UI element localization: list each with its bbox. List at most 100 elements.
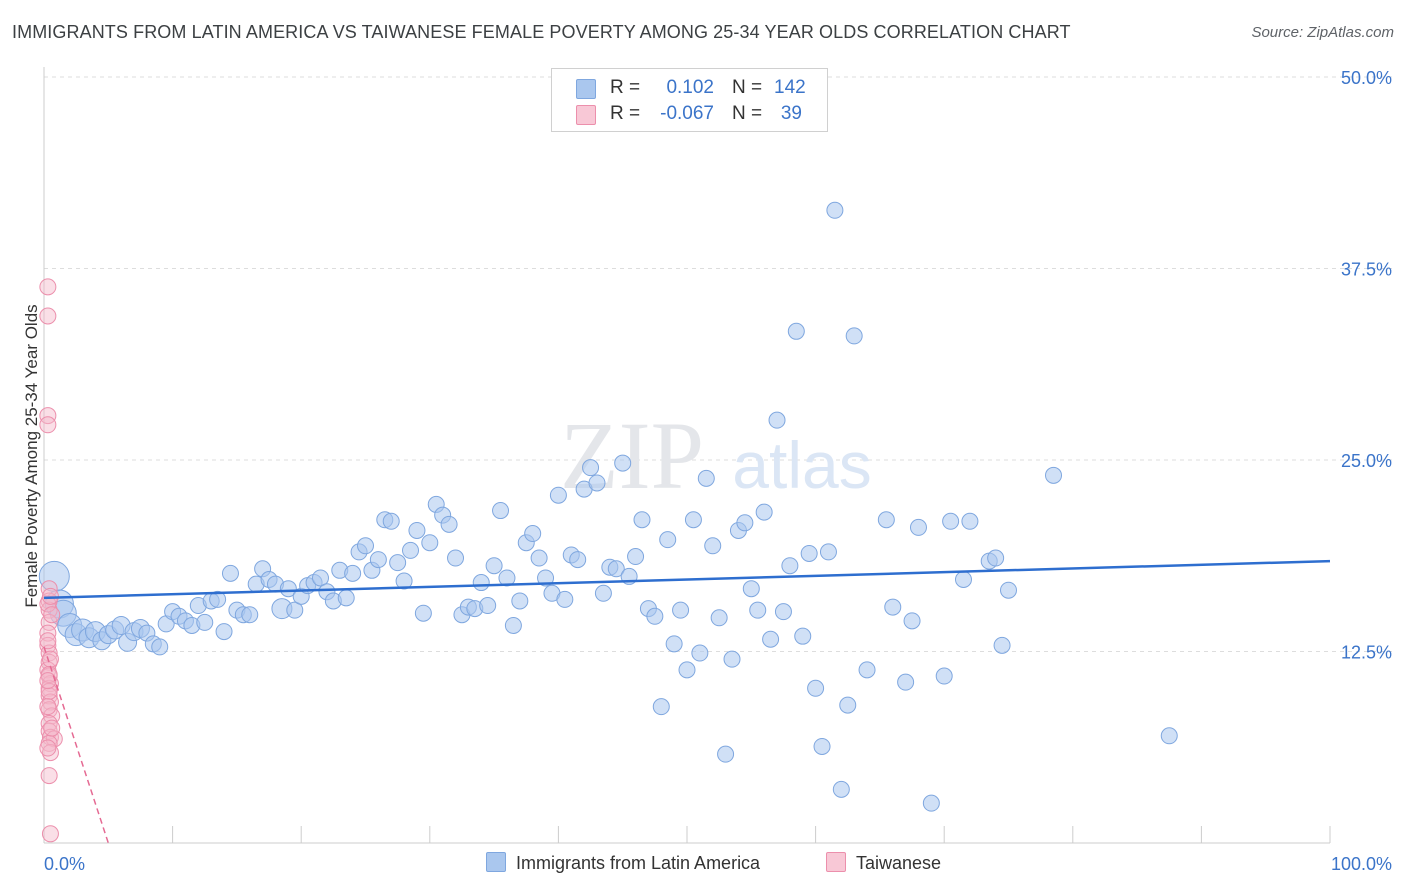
data-point-immigrants: [774, 603, 792, 621]
data-point-taiwanese: [40, 682, 58, 700]
data-point-immigrants: [472, 574, 490, 592]
n-value: 142: [774, 77, 806, 98]
data-point-immigrants: [659, 531, 677, 549]
data-point-immigrants: [717, 745, 735, 763]
data-point-immigrants: [504, 616, 522, 634]
n-label: N =: [732, 103, 763, 124]
y-tick-label: 12.5%: [1341, 643, 1392, 663]
data-point-taiwanese: [41, 825, 59, 843]
y-tick-label: 25.0%: [1341, 451, 1392, 471]
bottom-legend-pink: Taiwanese: [826, 852, 941, 876]
x-tick-label: 0.0%: [44, 854, 85, 874]
legend-label-blue: Immigrants from Latin America: [516, 853, 761, 873]
y-axis-label: Female Poverty Among 25-34 Year Olds: [22, 304, 41, 608]
data-point-immigrants: [221, 564, 239, 582]
data-point-immigrants: [344, 564, 362, 582]
data-point-immigrants: [755, 503, 773, 521]
data-point-immigrants: [800, 544, 818, 562]
data-point-taiwanese: [39, 416, 57, 434]
data-point-immigrants: [903, 612, 921, 630]
data-point-immigrants: [954, 570, 972, 588]
data-point-immigrants: [909, 518, 927, 536]
legend-label-pink: Taiwanese: [856, 853, 942, 873]
data-point-immigrants: [762, 630, 780, 648]
data-point-immigrants: [382, 512, 400, 530]
data-point-taiwanese: [39, 632, 57, 650]
data-point-immigrants: [942, 512, 960, 530]
data-point-immigrants: [813, 737, 831, 755]
legend-swatch-blue: [576, 79, 596, 99]
n-value: 39: [780, 103, 802, 124]
data-point-immigrants: [524, 525, 542, 543]
data-point-taiwanese: [43, 719, 61, 737]
data-point-immigrants: [987, 549, 1005, 567]
data-point-immigrants: [787, 322, 805, 340]
watermark-atlas: atlas: [732, 428, 871, 502]
data-point-taiwanese: [39, 698, 57, 716]
x-tick-label: 100.0%: [1331, 854, 1392, 874]
data-point-immigrants: [627, 548, 645, 566]
bottom-legend-blue: Immigrants from Latin America: [486, 852, 760, 876]
data-point-immigrants: [652, 698, 670, 716]
data-point-immigrants: [311, 569, 329, 587]
data-point-immigrants: [337, 589, 355, 607]
source-label: Source: ZipAtlas.com: [1251, 24, 1394, 41]
data-point-immigrants: [215, 623, 233, 641]
data-point-immigrants: [286, 601, 304, 619]
legend-swatch-blue: [486, 852, 506, 872]
data-point-immigrants: [479, 597, 497, 615]
data-point-immigrants: [710, 609, 728, 627]
data-point-immigrants: [749, 601, 767, 619]
legend-swatch-pink: [826, 852, 846, 872]
data-point-taiwanese: [40, 687, 58, 705]
data-point-immigrants: [556, 590, 574, 608]
data-point-immigrants: [935, 667, 953, 685]
trend-line-taiwanese: [43, 646, 110, 844]
r-label: R =: [610, 103, 641, 124]
trend-lines: [43, 559, 1331, 844]
data-point-immigrants: [607, 560, 625, 578]
r-label: R =: [610, 77, 641, 98]
data-point-immigrants: [279, 580, 297, 598]
data-point-immigrants: [794, 627, 812, 645]
trend-line-immigrants: [43, 559, 1331, 600]
data-point-immigrants: [877, 511, 895, 529]
n-label: N =: [732, 77, 763, 98]
data-point-immigrants: [530, 549, 548, 567]
data-point-immigrants: [723, 650, 741, 668]
data-point-immigrants: [807, 679, 825, 697]
legend-row-blue: R = 0.102 N = 142: [552, 75, 827, 101]
data-point-immigrants: [549, 486, 567, 504]
data-point-immigrants: [858, 661, 876, 679]
data-point-immigrants: [492, 502, 510, 520]
data-point-immigrants: [402, 541, 420, 559]
data-point-immigrants: [839, 696, 857, 714]
data-point-immigrants: [537, 569, 555, 587]
data-point-immigrants: [389, 554, 407, 572]
data-point-immigrants: [819, 543, 837, 561]
watermark: ZIP atlas: [560, 402, 872, 509]
data-point-immigrants: [781, 557, 799, 575]
data-point-immigrants: [922, 794, 940, 812]
data-point-immigrants: [826, 201, 844, 219]
y-tick-label: 50.0%: [1341, 68, 1392, 88]
data-point-taiwanese: [41, 744, 59, 762]
data-point-immigrants: [768, 411, 786, 429]
data-point-immigrants: [498, 569, 516, 587]
data-point-immigrants: [691, 644, 709, 662]
chart-title: IMMIGRANTS FROM LATIN AMERICA VS TAIWANE…: [12, 22, 1071, 42]
data-point-immigrants: [633, 511, 651, 529]
data-point-immigrants: [421, 534, 439, 552]
data-point-immigrants: [884, 598, 902, 616]
data-point-immigrants: [588, 474, 606, 492]
data-point-taiwanese: [39, 307, 57, 325]
data-point-immigrants: [646, 607, 664, 625]
data-point-immigrants: [845, 327, 863, 345]
data-point-immigrants: [485, 557, 503, 575]
data-point-taiwanese: [39, 278, 57, 296]
data-point-immigrants: [1000, 581, 1017, 599]
legend-swatch-pink: [576, 105, 596, 125]
data-point-immigrants: [395, 572, 413, 590]
data-point-immigrants: [511, 592, 529, 610]
